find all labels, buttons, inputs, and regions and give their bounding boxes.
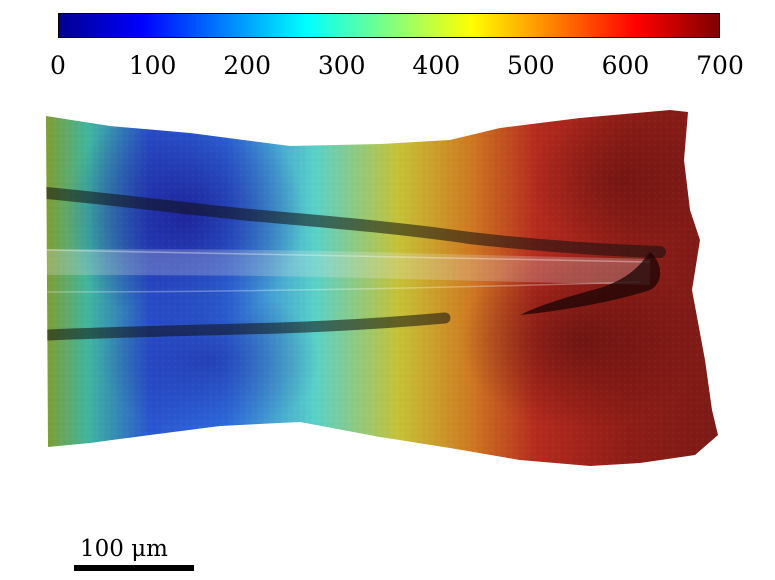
scale-bar-label: 100 μm xyxy=(80,538,168,561)
scale-bar xyxy=(74,565,194,571)
